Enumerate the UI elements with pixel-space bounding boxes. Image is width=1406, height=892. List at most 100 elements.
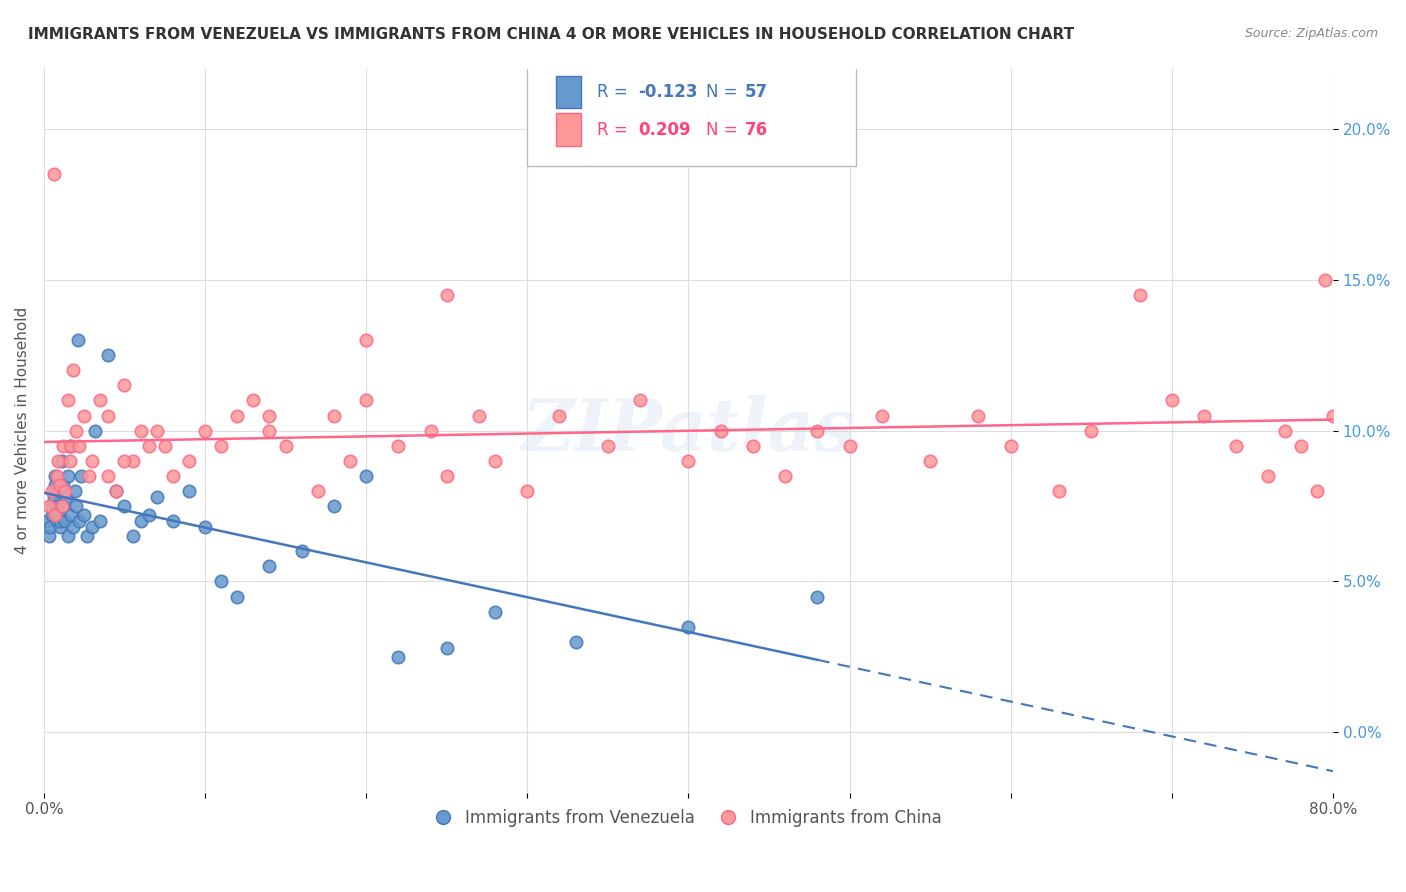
- Point: [138, 439, 160, 453]
- Point: [1274, 424, 1296, 438]
- Point: [42, 490, 65, 504]
- Point: [67, 514, 90, 528]
- Point: [1080, 424, 1102, 438]
- Point: [41, 499, 63, 513]
- Point: [291, 544, 314, 558]
- FancyBboxPatch shape: [527, 62, 856, 166]
- Point: [209, 574, 232, 589]
- Point: [1160, 393, 1182, 408]
- Point: [548, 409, 571, 423]
- Point: [354, 393, 377, 408]
- FancyBboxPatch shape: [555, 113, 582, 146]
- Point: [226, 590, 249, 604]
- Point: [105, 483, 128, 498]
- Point: [65, 424, 87, 438]
- Point: [468, 409, 491, 423]
- Point: [194, 520, 217, 534]
- Point: [1128, 288, 1150, 302]
- Point: [89, 514, 111, 528]
- Point: [41, 508, 63, 522]
- Text: ZIPatlas: ZIPatlas: [522, 395, 855, 467]
- Point: [419, 424, 441, 438]
- Point: [838, 439, 860, 453]
- Point: [1000, 439, 1022, 453]
- Point: [73, 508, 96, 522]
- Point: [307, 483, 329, 498]
- Point: [56, 393, 79, 408]
- Point: [52, 499, 75, 513]
- Point: [162, 514, 184, 528]
- Text: R =: R =: [598, 120, 633, 139]
- Point: [42, 483, 65, 498]
- Point: [354, 333, 377, 347]
- Point: [1257, 468, 1279, 483]
- Point: [209, 439, 232, 453]
- Text: 76: 76: [745, 120, 768, 139]
- Point: [484, 605, 506, 619]
- Point: [484, 454, 506, 468]
- Point: [387, 439, 409, 453]
- Point: [259, 409, 281, 423]
- Point: [48, 483, 70, 498]
- Point: [76, 529, 98, 543]
- Point: [59, 439, 82, 453]
- Point: [62, 520, 84, 534]
- Point: [226, 409, 249, 423]
- Point: [42, 167, 65, 181]
- Point: [259, 424, 281, 438]
- Point: [48, 454, 70, 468]
- Point: [82, 520, 104, 534]
- Point: [1047, 483, 1070, 498]
- Point: [1322, 409, 1344, 423]
- Text: 57: 57: [745, 83, 768, 101]
- Point: [194, 424, 217, 438]
- Point: [48, 508, 70, 522]
- Point: [77, 468, 100, 483]
- Y-axis label: 4 or more Vehicles in Household: 4 or more Vehicles in Household: [15, 307, 30, 554]
- Point: [773, 468, 796, 483]
- Point: [45, 499, 67, 513]
- Point: [322, 499, 344, 513]
- Point: [678, 454, 700, 468]
- Point: [38, 529, 60, 543]
- Point: [516, 483, 538, 498]
- Point: [145, 490, 167, 504]
- Point: [84, 424, 107, 438]
- Point: [1289, 439, 1312, 453]
- Point: [145, 424, 167, 438]
- Point: [44, 478, 66, 492]
- Text: N =: N =: [706, 120, 744, 139]
- Point: [73, 409, 96, 423]
- Point: [63, 483, 86, 498]
- Point: [114, 454, 136, 468]
- Point: [129, 514, 152, 528]
- Point: [97, 468, 120, 483]
- Point: [628, 393, 651, 408]
- Point: [564, 634, 586, 648]
- Point: [97, 348, 120, 362]
- Point: [65, 499, 87, 513]
- Point: [354, 468, 377, 483]
- Point: [177, 454, 200, 468]
- Point: [44, 468, 66, 483]
- Point: [52, 478, 75, 492]
- Point: [162, 468, 184, 483]
- Point: [62, 363, 84, 377]
- Point: [52, 439, 75, 453]
- Point: [870, 409, 893, 423]
- Point: [97, 409, 120, 423]
- Point: [121, 529, 143, 543]
- Text: Source: ZipAtlas.com: Source: ZipAtlas.com: [1244, 27, 1378, 40]
- Point: [82, 454, 104, 468]
- Point: [806, 424, 828, 438]
- Point: [41, 483, 63, 498]
- Point: [49, 514, 72, 528]
- Point: [56, 529, 79, 543]
- Point: [89, 393, 111, 408]
- Point: [242, 393, 264, 408]
- Point: [436, 640, 458, 655]
- Point: [436, 468, 458, 483]
- FancyBboxPatch shape: [555, 76, 582, 108]
- Point: [56, 468, 79, 483]
- Point: [51, 454, 73, 468]
